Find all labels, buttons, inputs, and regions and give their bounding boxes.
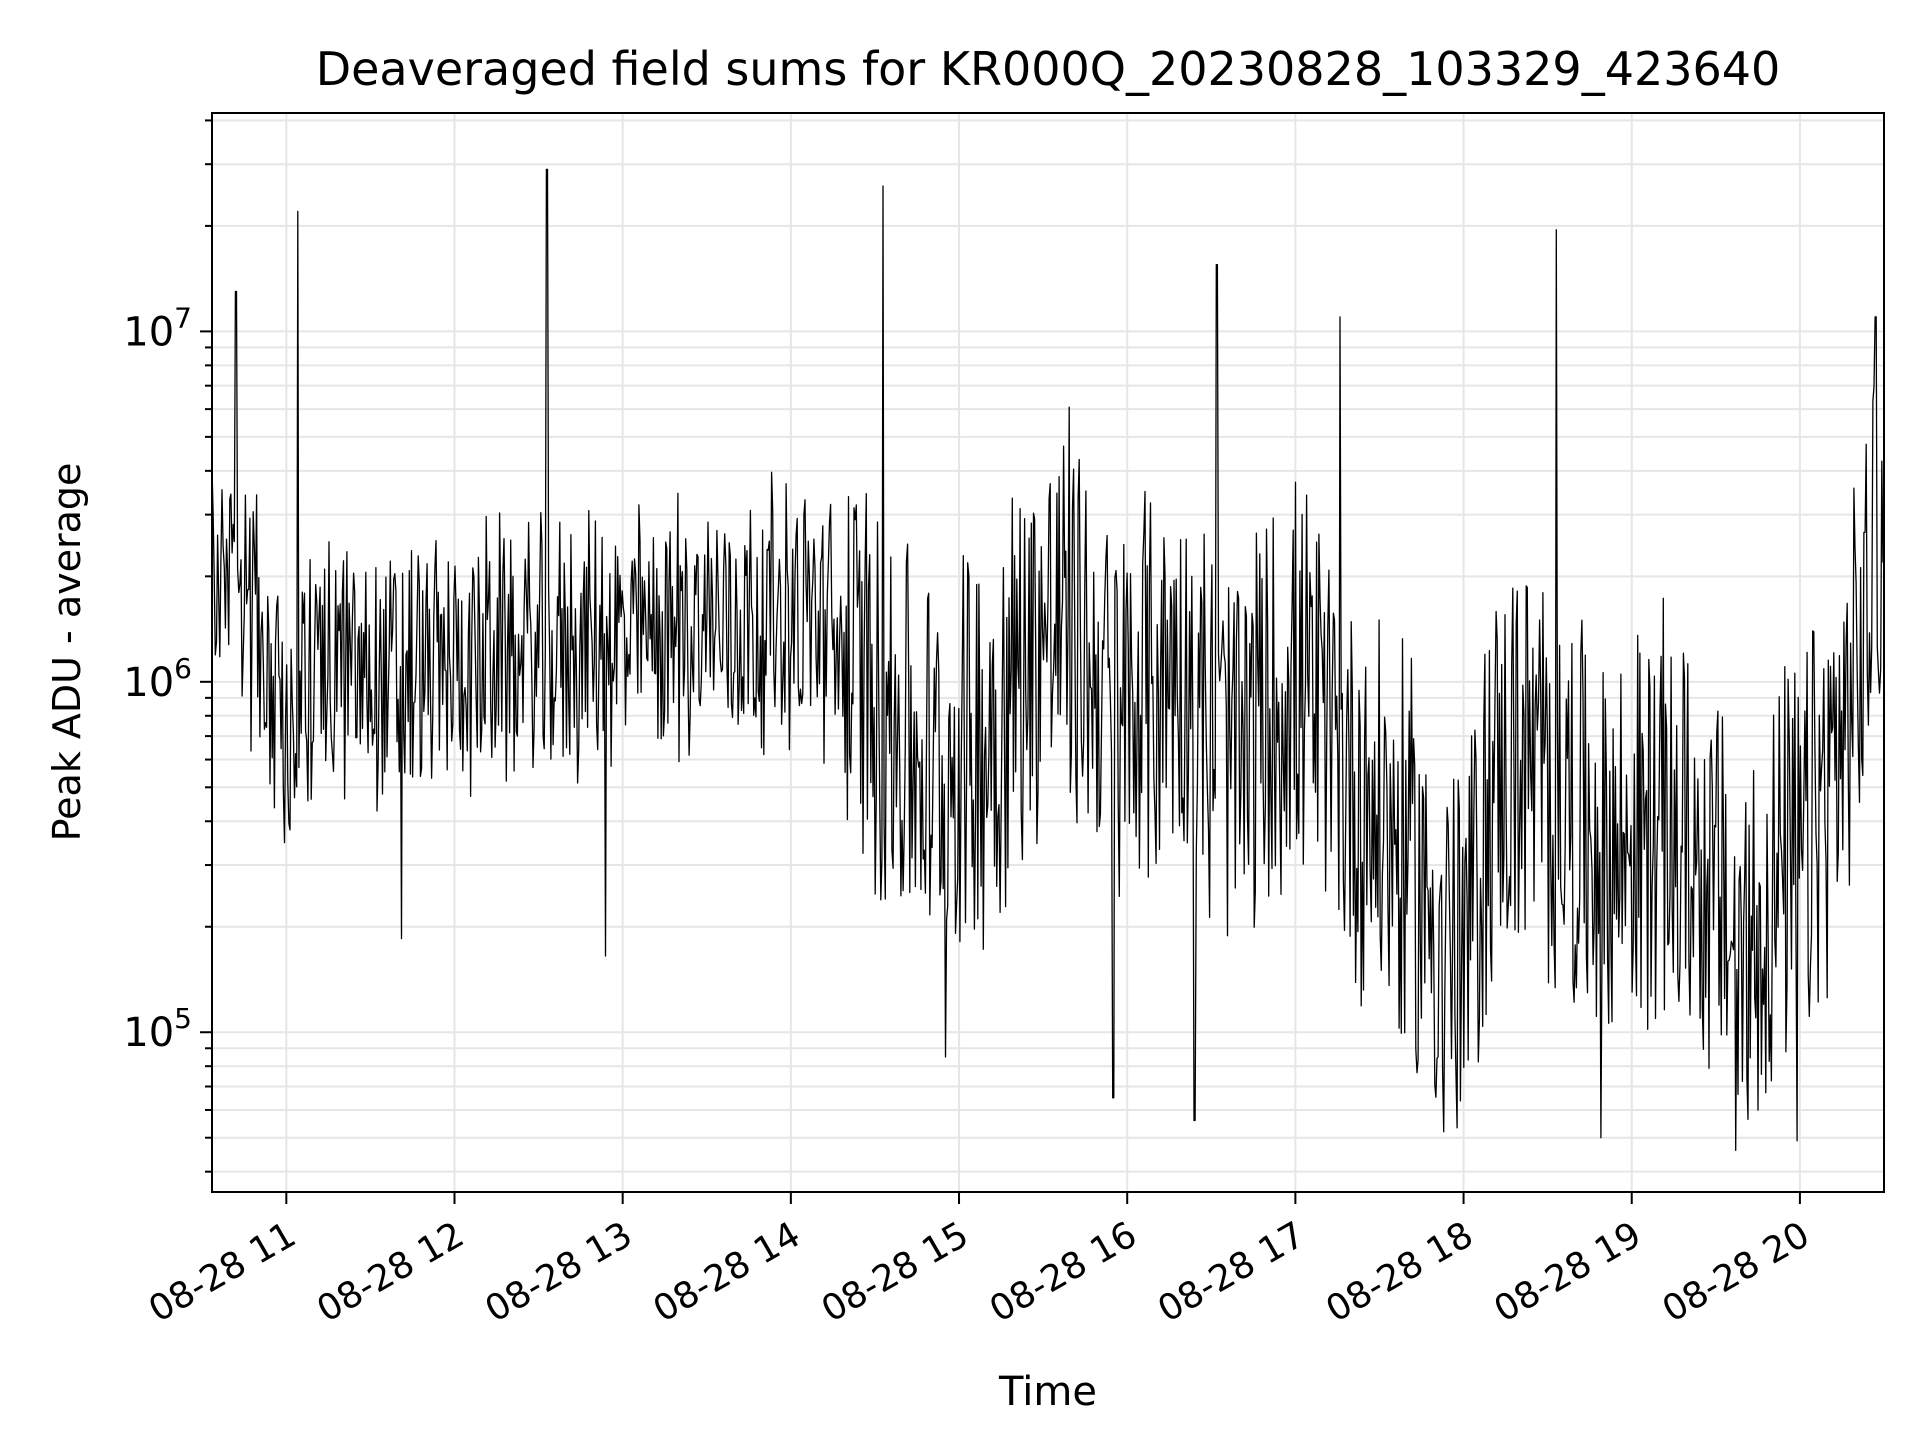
- chart-title: Deaveraged field sums for KR000Q_2023082…: [316, 42, 1781, 96]
- series-layer: [211, 168, 1885, 1152]
- y-tick-label: 105: [123, 1002, 192, 1056]
- series-line: [211, 168, 1885, 1152]
- y-axis-label: Peak ADU - average: [45, 463, 89, 842]
- y-tick-label: 107: [123, 301, 192, 355]
- x-axis-label: Time: [998, 1369, 1097, 1415]
- plot-frame: [211, 112, 1885, 1193]
- y-tick-label: 106: [123, 652, 192, 706]
- y-ticks: 105 106 107: [123, 119, 212, 1173]
